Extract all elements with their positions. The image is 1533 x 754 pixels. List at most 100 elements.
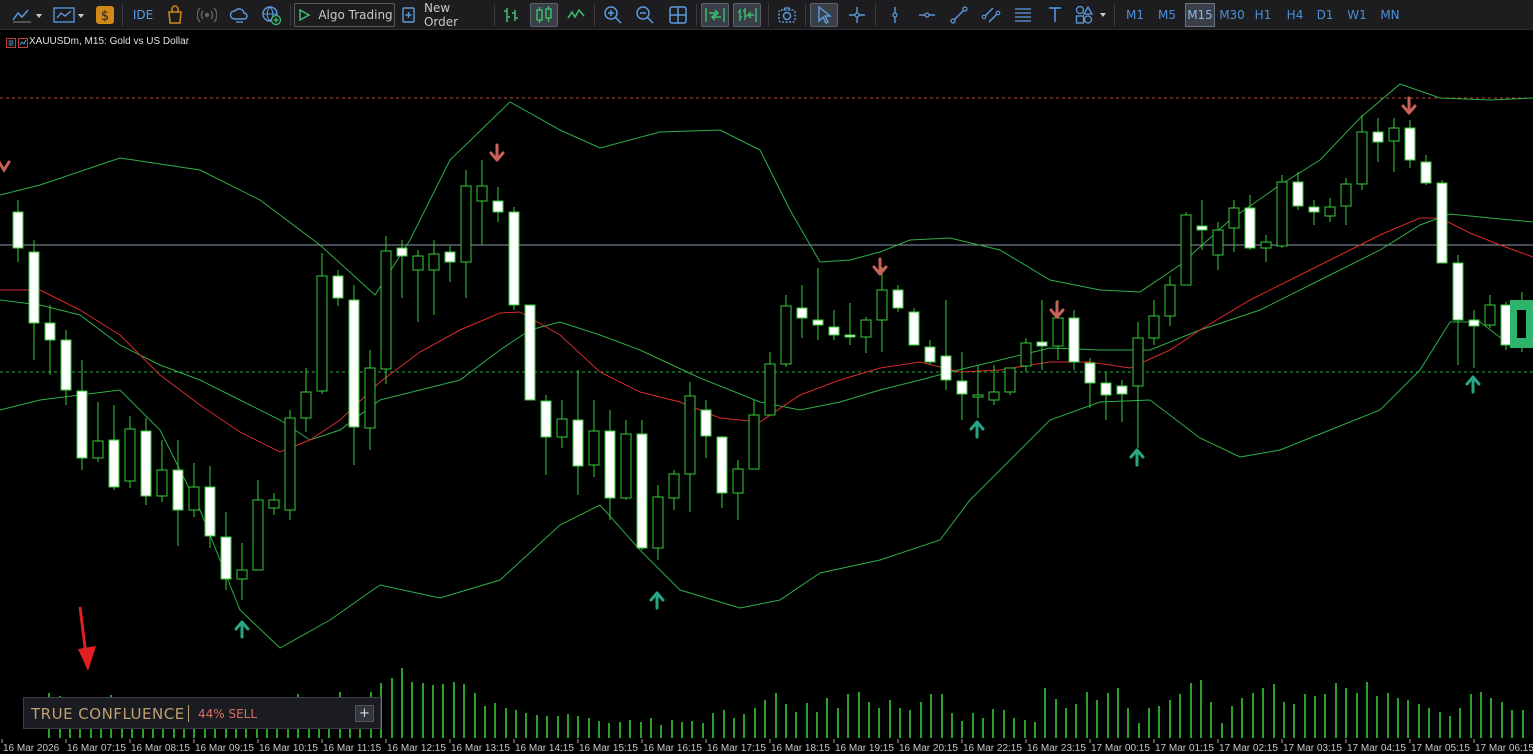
new-order-button[interactable]: New Order [401,1,488,29]
candle-body [140,430,152,497]
channel-button[interactable] [979,3,1003,27]
candle-body [396,247,408,257]
sell-arrow-icon [0,160,11,173]
tile-windows-button[interactable] [666,3,690,27]
fibonacci-button[interactable] [1011,3,1035,27]
time-label: 16 Mar 16:15 [643,743,702,754]
candlestick-chart-button[interactable] [530,3,558,27]
timeframe-h1[interactable]: H1 [1254,8,1272,22]
arrow-shape [489,143,505,162]
timeframe-d1[interactable]: D1 [1316,8,1334,22]
candle-body [1116,385,1128,395]
candle-body [620,433,632,499]
ide-button[interactable]: IDE [128,3,158,27]
bull-candle [252,480,264,571]
algo-trading-label: Algo Trading [318,8,393,22]
candle-body [1068,317,1080,363]
indicator-name: TRUE CONFLUENCE [31,705,185,723]
candle-body [1020,342,1032,367]
arrow-shape [649,591,665,610]
chart-type-dropdown[interactable] [9,3,45,27]
timeframe-w1[interactable]: W1 [1347,8,1367,22]
timeframe-mn[interactable]: MN [1380,8,1400,22]
candle-body [828,326,840,336]
bear-candle [1372,118,1384,162]
bull-candle [1164,276,1176,326]
time-label: 16 Mar 10:15 [259,743,318,754]
price-chart[interactable]: 16 Mar 2026 16 Mar 07:15 16 Mar 08:15 16 Ma… [0,30,1533,754]
timeframe-m15[interactable]: M15 [1185,3,1215,27]
line-chart-button[interactable] [564,3,588,27]
candle-body [1196,225,1208,231]
time-axis-background [0,739,1533,754]
candle-body [924,346,936,363]
chart-template-icon [53,7,84,23]
bear-candle [1244,195,1256,250]
candle-body [1260,241,1272,249]
shapes-dropdown[interactable] [1073,3,1111,27]
candle-body [204,486,216,537]
bar-chart-button[interactable] [500,3,524,27]
crosshair-button[interactable] [845,3,869,27]
candle-body [812,319,824,326]
bollinger-middle-band [0,213,1533,441]
bear-candle [1292,172,1304,210]
candle-body [700,409,712,437]
zoom-out-button[interactable] [633,3,657,27]
indicator-signal: 44% SELL [198,707,258,721]
candle-body [668,473,680,499]
line-chart-icon [12,9,42,23]
time-label: 17 Mar 01:15 [1155,743,1214,754]
bear-candle [396,240,408,298]
algo-trading-button[interactable]: Algo Trading [294,3,395,27]
market-button[interactable] [163,3,187,27]
zoom-in-button[interactable] [601,3,625,27]
horizontal-line-button[interactable] [915,3,939,27]
chart-shift-button[interactable] [733,3,761,27]
bull-candle [684,382,696,512]
bear-candle [1308,200,1320,225]
arrow-shape [1465,375,1481,394]
new-order-icon [402,7,415,23]
candle-body [1052,317,1064,347]
candle-body [604,430,616,499]
timeframe-m5[interactable]: M5 [1158,8,1176,22]
grid-icon [669,6,687,24]
timeframe-m30[interactable]: M30 [1219,8,1245,22]
candlesticks [12,115,1533,600]
chart-window-icons [6,35,28,54]
buy-arrow-icon [1465,375,1481,394]
signals-button[interactable] [195,3,219,27]
bull-candle [1228,200,1240,252]
timeframe-m1[interactable]: M1 [1126,8,1144,22]
bull-candle [652,485,664,560]
bull-candle [188,463,200,517]
trading-button[interactable]: $ [93,3,117,27]
text-tool-button[interactable] [1043,3,1067,27]
candle-body [1164,284,1176,317]
true-confluence-panel[interactable]: TRUE CONFLUENCE 44% SELL + [23,697,381,729]
bear-candle [44,305,56,375]
vps-button[interactable] [227,3,251,27]
candle-body [76,390,88,459]
vertical-line-button[interactable] [883,3,907,27]
cursor-tool-button[interactable] [810,3,838,27]
candle-body [1324,206,1336,217]
community-button[interactable] [259,3,283,27]
candle-body [492,200,504,213]
level-lines [0,97,1533,373]
annotation-arrow-head [78,646,96,671]
current-candle-inner [1517,310,1526,338]
candle-body [1420,161,1432,184]
timeframe-h4[interactable]: H4 [1286,8,1304,22]
bars-icon [504,8,518,22]
sell-arrow-icon [489,143,505,162]
trend-line-button[interactable] [947,3,971,27]
candle-body [1484,304,1496,326]
autoscroll-button[interactable] [701,3,729,27]
screenshot-button[interactable] [775,3,799,27]
expand-button[interactable]: + [355,705,374,722]
bear-candle [1068,310,1080,370]
bear-candle [716,436,728,508]
templates-dropdown[interactable] [51,3,87,27]
